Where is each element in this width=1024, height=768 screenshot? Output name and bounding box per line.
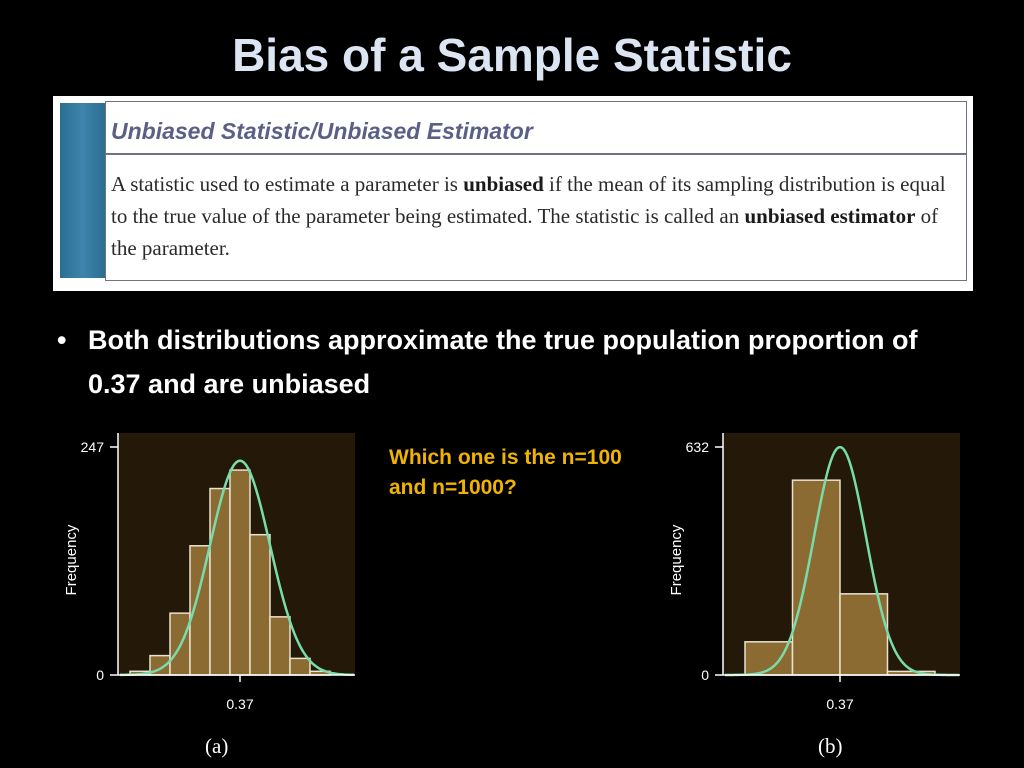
y-tick-label: 632 [686, 439, 710, 455]
definition-heading: Unbiased Statistic/Unbiased Estimator [111, 118, 533, 144]
y-tick-label: 247 [81, 439, 105, 455]
x-tick-label: 0.37 [826, 696, 853, 712]
definition-text: of the parameter. [111, 204, 939, 260]
normal-curve [725, 445, 959, 677]
histogram-b: 632 0 0.37 Frequency [645, 425, 965, 725]
panel-label-b: (b) [818, 734, 843, 758]
histogram-bar [269, 616, 291, 676]
histogram-a-plot: 247 0 0.37 Frequency [63, 433, 355, 712]
histogram-bar [249, 533, 271, 676]
y-axis-label: Frequency [668, 524, 685, 595]
question-text: Which one is the n=100 and n=1000? [389, 446, 622, 499]
histogram-a: 247 0 0.37 Frequency [40, 425, 360, 725]
definition-body: A statistic used to estimate a parameter… [111, 168, 961, 264]
x-tick-label: 0.37 [226, 696, 253, 712]
bullet-text: Both distributions approximate the true … [88, 325, 918, 399]
definition-text: if the mean of its sampling distribution… [111, 172, 946, 228]
panel-label-a: (a) [205, 734, 229, 758]
histogram-bar [209, 487, 231, 676]
slide-title: Bias of a Sample Statistic [232, 29, 792, 81]
definition-term-unbiased: unbiased [463, 172, 544, 196]
histogram-bar [229, 469, 251, 676]
definition-divider [105, 153, 967, 155]
definition-color-strip [60, 103, 105, 278]
y-tick-label: 0 [96, 667, 104, 683]
definition-term-unbiased-estimator: unbiased estimator [744, 204, 916, 228]
bullet-marker: • [57, 325, 67, 355]
normal-curve [120, 459, 354, 677]
y-tick-label: 0 [701, 667, 709, 683]
y-axis-label: Frequency [63, 524, 80, 595]
definition-box: Unbiased Statistic/Unbiased Estimator A … [53, 96, 973, 291]
histogram-bar [289, 657, 311, 676]
definition-frame [105, 101, 967, 281]
histogram-b-plot: 632 0 0.37 Frequency [668, 433, 960, 712]
definition-text: A statistic used to estimate a parameter… [111, 172, 464, 196]
histogram-bar [791, 479, 841, 676]
